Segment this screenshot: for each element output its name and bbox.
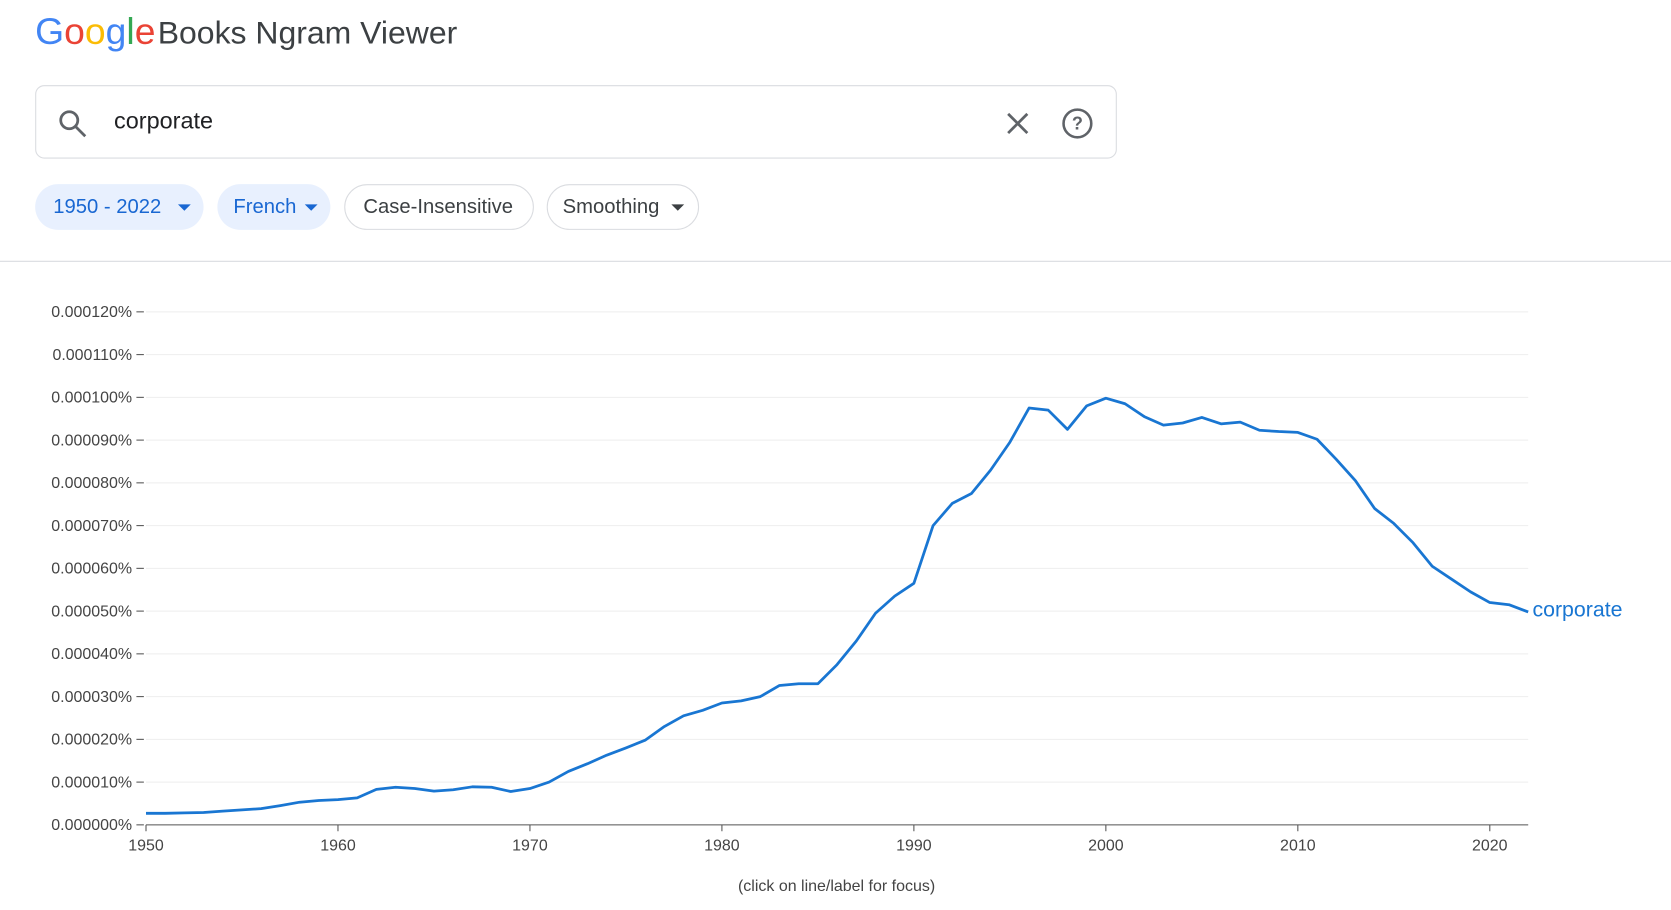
chip-label: French: [233, 196, 296, 218]
x-tick-label: 2010: [1280, 837, 1316, 854]
y-tick-label: 0.000070%: [51, 518, 132, 535]
y-tick-label: 0.000010%: [51, 774, 132, 791]
search-query[interactable]: corporate: [114, 108, 213, 134]
y-tick-label: 0.000080%: [51, 475, 132, 492]
chart-hint: (click on line/label for focus): [738, 878, 935, 895]
filter-smoothing-chip[interactable]: Smoothing: [546, 184, 700, 230]
y-tick-label: 0.000040%: [51, 646, 132, 663]
y-tick-label: 0.000030%: [51, 689, 132, 706]
search-icon: [59, 110, 87, 138]
filter-corpus-chip[interactable]: French: [217, 184, 331, 230]
y-tick-label: 0.000090%: [51, 432, 132, 449]
help-button[interactable]: ?: [1062, 108, 1093, 139]
filter-case-chip[interactable]: Case-Insensitive: [344, 184, 534, 230]
y-tick-label: 0.000120%: [51, 304, 132, 321]
y-tick-label: 0.000050%: [51, 603, 132, 620]
y-tick-label: 0.000060%: [51, 561, 132, 578]
y-tick-label: 0.000020%: [51, 732, 132, 749]
x-tick-label: 1990: [896, 837, 932, 854]
x-tick-label: 1950: [128, 837, 164, 854]
x-tick-label: 2020: [1472, 837, 1508, 854]
filter-date-chip[interactable]: 1950 - 2022: [35, 184, 204, 230]
y-tick-label: 0.000000%: [51, 817, 132, 834]
chip-label: 1950 - 2022: [53, 196, 161, 218]
x-tick-label: 2000: [1088, 837, 1124, 854]
svg-text:?: ?: [1072, 113, 1083, 133]
x-tick-label: 1980: [704, 837, 740, 854]
chip-label: Case-Insensitive: [363, 196, 513, 218]
app-title: Books Ngram Viewer: [158, 15, 458, 51]
google-logo: Google: [35, 10, 155, 52]
series-line[interactable]: [145, 396, 1529, 815]
search-frame: [35, 85, 1117, 159]
clear-button[interactable]: [1007, 112, 1029, 135]
chip-label: Smoothing: [563, 196, 660, 218]
chart: 0.000000% 0.000010% 0.000020% 0.000030% 0.00…: [51, 304, 1622, 895]
x-tick-label: 1970: [512, 837, 548, 854]
y-tick-label: 0.000110%: [52, 347, 132, 364]
x-tick-label: 1960: [320, 837, 356, 854]
y-tick-label: 0.000100%: [51, 390, 132, 407]
search-box[interactable]: corporate: [35, 85, 1117, 159]
series-label[interactable]: corporate: [1532, 598, 1622, 622]
